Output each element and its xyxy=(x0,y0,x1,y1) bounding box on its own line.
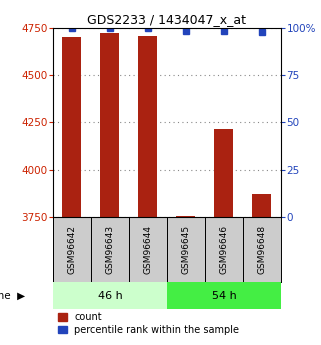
Title: GDS2233 / 1434047_x_at: GDS2233 / 1434047_x_at xyxy=(87,13,247,27)
Bar xyxy=(252,194,271,217)
Legend: count, percentile rank within the sample: count, percentile rank within the sample xyxy=(58,312,239,335)
Text: GSM96646: GSM96646 xyxy=(219,225,229,274)
Text: GSM96645: GSM96645 xyxy=(181,225,190,274)
Text: time  ▶: time ▶ xyxy=(0,290,26,300)
Bar xyxy=(167,217,205,282)
Bar xyxy=(177,216,195,217)
Bar xyxy=(53,217,91,282)
Bar xyxy=(205,217,243,282)
Text: GSM96643: GSM96643 xyxy=(105,225,115,274)
Bar xyxy=(53,282,167,309)
Text: 46 h: 46 h xyxy=(98,290,122,300)
Text: 54 h: 54 h xyxy=(212,290,236,300)
Bar xyxy=(100,33,119,217)
Bar xyxy=(63,37,82,217)
Bar xyxy=(214,129,233,217)
Bar xyxy=(243,217,281,282)
Bar xyxy=(129,217,167,282)
Text: GSM96648: GSM96648 xyxy=(257,225,266,274)
Bar xyxy=(167,282,281,309)
Text: GSM96642: GSM96642 xyxy=(67,225,76,274)
Bar xyxy=(138,36,157,217)
Bar xyxy=(91,217,129,282)
Text: GSM96644: GSM96644 xyxy=(143,225,152,274)
